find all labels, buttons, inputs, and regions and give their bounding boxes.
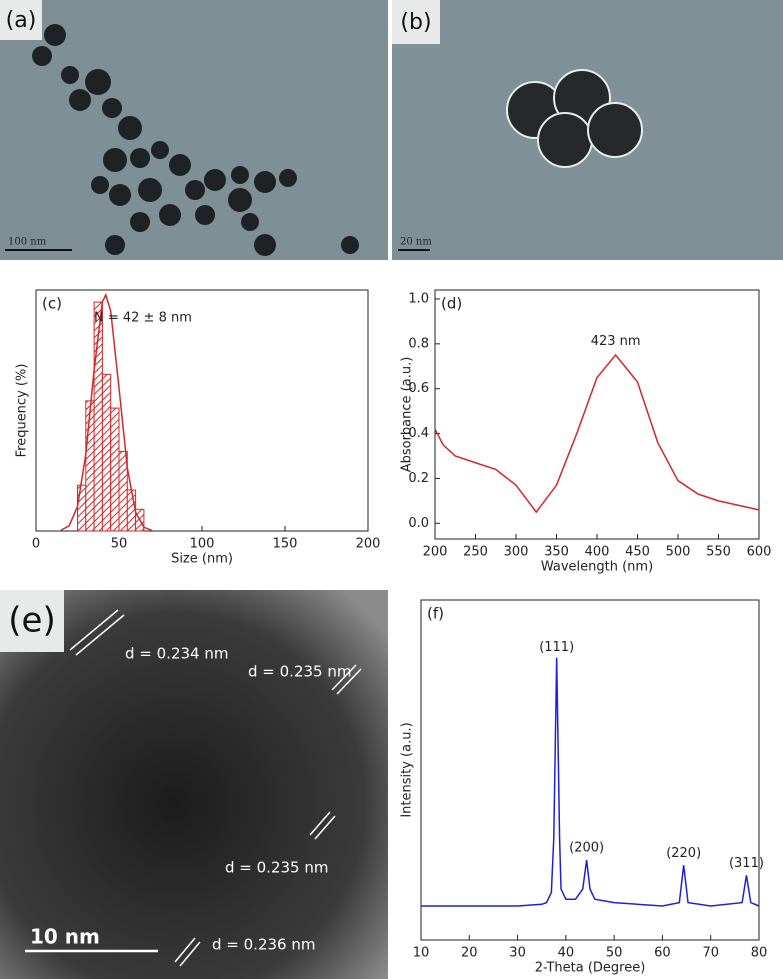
peak-label: (200) xyxy=(569,841,604,856)
y-tick-label: 1.0 xyxy=(408,291,429,306)
y-axis-label: Frequency (%) xyxy=(15,364,30,458)
annotation: N = 42 ± 8 nm xyxy=(94,311,192,326)
x-axis-label: Size (nm) xyxy=(171,552,233,567)
x-tick-label: 600 xyxy=(747,545,772,560)
x-tick-label: 450 xyxy=(625,545,650,560)
lattice-spacing: d = 0.234 nm xyxy=(125,645,228,663)
y-axis-label: Absorbance (a.u.) xyxy=(400,357,415,473)
scale-bar-label: 10 nm xyxy=(30,925,100,949)
lattice-spacing: d = 0.235 nm xyxy=(248,663,351,681)
panel-label: (d) xyxy=(441,295,462,313)
panel-label: (a) xyxy=(6,8,37,33)
data-line xyxy=(434,353,760,514)
micrograph-b: (b) 20 nm xyxy=(392,0,783,260)
micrograph-e: (e) d = 0.234 nm d = 0.235 nm d = 0.235 … xyxy=(0,590,388,979)
histogram-bar xyxy=(85,400,95,532)
lattice-spacing: d = 0.236 nm xyxy=(212,936,315,954)
histogram-bar xyxy=(110,407,120,532)
histogram-bar xyxy=(77,484,87,532)
peak-label: (311) xyxy=(729,856,764,871)
y-axis-label: Intensity (a.u.) xyxy=(400,722,415,817)
peak-label: (111) xyxy=(539,640,574,655)
x-tick-label: 400 xyxy=(585,545,610,560)
x-tick-label: 0 xyxy=(32,537,40,552)
x-tick-label: 40 xyxy=(558,946,575,961)
histogram-bar xyxy=(101,373,112,532)
y-tick-label: 0.2 xyxy=(408,471,429,486)
y-tick-label: 0.8 xyxy=(408,336,429,351)
x-tick-label: 200 xyxy=(423,545,448,560)
x-tick-label: 80 xyxy=(751,946,768,961)
panel-label: (c) xyxy=(42,295,62,313)
x-axis-label: 2-Theta (Degree) xyxy=(535,961,646,976)
plot-frame xyxy=(420,599,760,941)
x-tick-label: 150 xyxy=(273,537,298,552)
peak-label: (220) xyxy=(666,846,701,861)
x-tick-label: 250 xyxy=(463,545,488,560)
y-tick-label: 0.4 xyxy=(408,426,429,441)
x-axis-label: Wavelength (nm) xyxy=(541,560,653,575)
annotation: 423 nm xyxy=(591,334,641,349)
panel-label: (e) xyxy=(8,601,55,641)
panel-label: (f) xyxy=(427,605,444,623)
x-tick-label: 300 xyxy=(504,545,529,560)
x-tick-label: 200 xyxy=(356,537,381,552)
y-tick-label: 0.6 xyxy=(408,381,429,396)
x-tick-label: 550 xyxy=(706,545,731,560)
x-tick-label: 10 xyxy=(413,946,430,961)
scale-bar-label: 100 nm xyxy=(8,237,47,248)
lattice-spacing: d = 0.235 nm xyxy=(225,859,328,877)
x-tick-label: 70 xyxy=(702,946,719,961)
histogram-bar xyxy=(118,450,128,532)
x-tick-label: 100 xyxy=(190,537,215,552)
micrograph-a: (a) 100 nm xyxy=(0,0,388,260)
panel-label: (b) xyxy=(400,10,431,35)
scale-bar-label: 20 nm xyxy=(400,237,432,248)
x-tick-label: 50 xyxy=(606,946,623,961)
x-tick-label: 500 xyxy=(666,545,691,560)
histogram-bar xyxy=(126,489,137,532)
plot-frame xyxy=(434,289,760,540)
x-tick-label: 60 xyxy=(654,946,671,961)
x-tick-label: 350 xyxy=(544,545,569,560)
x-tick-label: 30 xyxy=(509,946,526,961)
fit-curve xyxy=(60,292,153,532)
x-tick-label: 50 xyxy=(111,537,128,552)
data-line xyxy=(421,657,760,907)
x-tick-label: 20 xyxy=(461,946,478,961)
y-tick-label: 0.0 xyxy=(408,516,429,531)
